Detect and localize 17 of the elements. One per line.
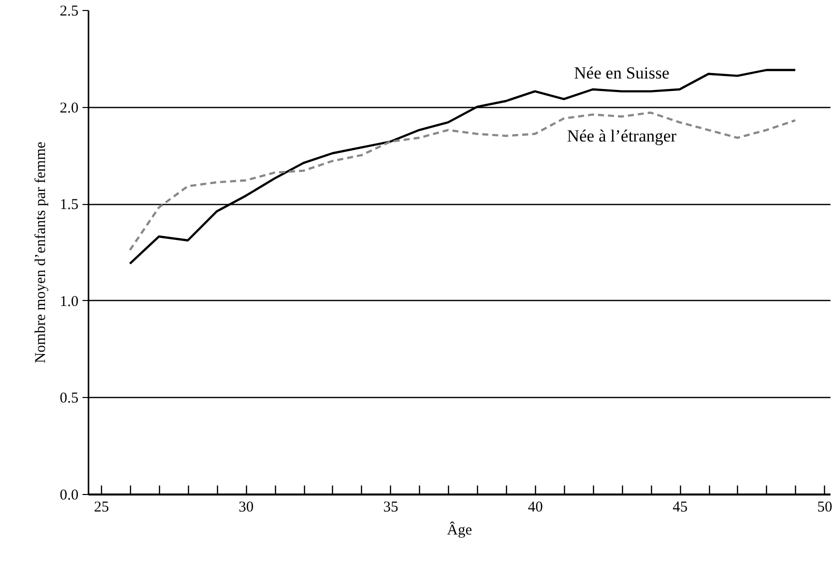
x-tick-label: 50: [817, 500, 832, 516]
y-axis-title: Nombre moyen d’enfants par femme: [32, 141, 49, 364]
series-label: Née à l’étranger: [566, 126, 677, 146]
y-tick-label: 0.5: [60, 390, 78, 407]
y-tick-label: 0.0: [60, 488, 78, 504]
line-series: [128, 112, 796, 252]
x-tick-label: 40: [528, 500, 543, 516]
x-axis-title: Âge: [447, 522, 472, 538]
y-tick-label: 1.5: [60, 197, 78, 214]
y-tick-label: 1.0: [60, 294, 78, 310]
x-tick-label: 35: [383, 500, 398, 516]
x-tick-label: 30: [238, 500, 254, 516]
series-label: Née en Suisse: [574, 63, 670, 82]
x-tick-label: 25: [94, 500, 110, 516]
x-tick-label: 45: [672, 500, 688, 516]
y-tick-label: 2.0: [60, 100, 78, 116]
y-tick-label: 2.5: [60, 4, 78, 20]
